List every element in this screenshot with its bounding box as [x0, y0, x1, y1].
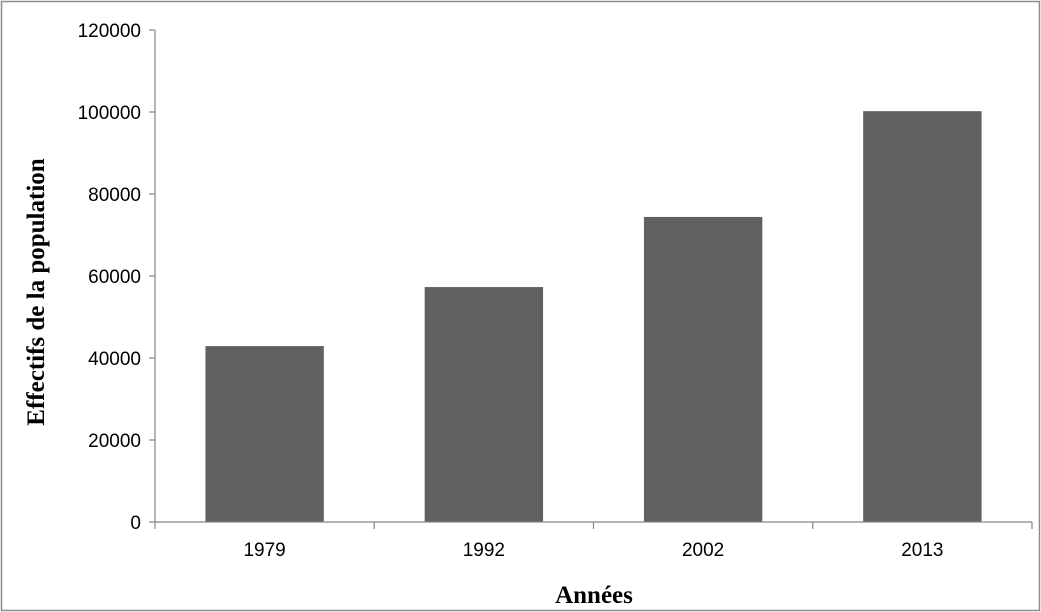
y-tick-label: 20000 [88, 431, 141, 452]
bar-1992 [424, 287, 544, 522]
bar-2002 [643, 216, 763, 522]
x-axis-title: Années [555, 582, 633, 609]
y-tick-label: 100000 [78, 103, 141, 124]
y-tick-label: 60000 [88, 267, 141, 288]
x-tick-label-1992: 1992 [463, 540, 505, 561]
x-tick-label-2002: 2002 [682, 540, 724, 561]
y-tick-label: 0 [130, 513, 141, 534]
bars-group [205, 111, 982, 523]
y-tick-label: 80000 [88, 185, 141, 206]
bar-2013 [863, 111, 982, 523]
y-axis-title: Effectifs de la population [23, 158, 50, 425]
x-tick-label-1979: 1979 [243, 540, 285, 561]
x-axis: 1979 1992 2002 2013 [154, 521, 1033, 561]
y-axis: 0 20000 40000 60000 80000 100000 120000 [78, 21, 156, 534]
x-tick-label-2013: 2013 [901, 540, 943, 561]
y-tick-label: 40000 [88, 349, 141, 370]
y-tick-label: 120000 [78, 21, 141, 42]
bar-1979 [205, 346, 324, 522]
